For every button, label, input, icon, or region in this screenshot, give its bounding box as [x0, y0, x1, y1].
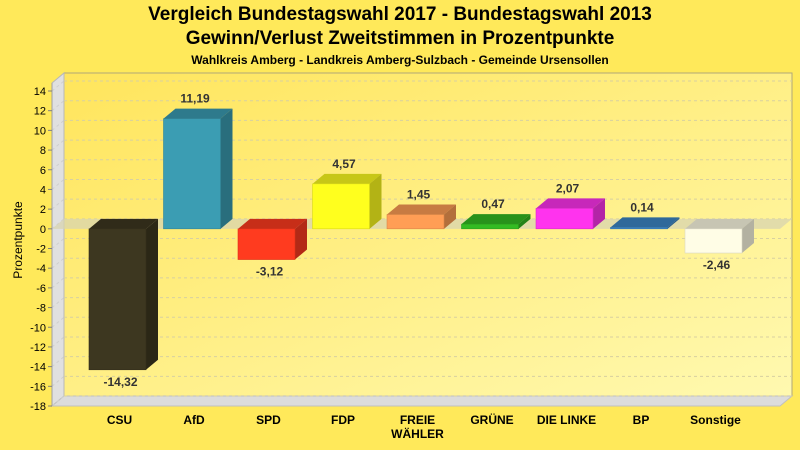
y-tick-label: -8: [36, 303, 46, 315]
bar-top: [387, 204, 456, 215]
gridline-side: [51, 356, 65, 368]
bar-side: [742, 218, 754, 254]
data-label: 2,07: [556, 181, 580, 195]
gridline-side: [51, 119, 65, 131]
bar-side: [444, 204, 456, 229]
category-label: GRÜNE: [470, 412, 513, 427]
bar-top: [610, 217, 680, 228]
bar-front: [88, 228, 147, 371]
gridline-side: [51, 277, 65, 289]
y-tick-label: -2: [36, 244, 46, 256]
y-tick-label: -6: [36, 283, 46, 295]
category-label: AfD: [183, 413, 205, 427]
category-label: Sonstige: [690, 413, 741, 427]
bar: [535, 198, 605, 230]
bar-top: [163, 108, 233, 119]
gridline-side: [51, 80, 65, 92]
y-tick-label: -16: [30, 381, 46, 393]
gridlines: [51, 80, 792, 407]
y-axis: -18 -16 -14 -12 -10 -8 -6 -4 -2 0 2 4 6 8 10 12 14: [30, 83, 53, 413]
y-tick-label: 4: [40, 184, 46, 196]
y-tick-label: 14: [34, 86, 46, 98]
gridline-side: [51, 179, 65, 190]
chart-title: Vergleich Bundestagswahl 2017 - Bundesta…: [148, 4, 652, 25]
bar: [312, 173, 382, 230]
category-label: FDP: [331, 413, 355, 427]
bar-front: [163, 118, 221, 230]
bars: [88, 108, 754, 371]
bar-top: [238, 218, 307, 229]
gridline-side: [51, 159, 65, 171]
bar-front: [237, 228, 296, 260]
y-tick-label: -4: [36, 263, 46, 275]
bar-top: [89, 218, 158, 229]
data-label: -2,46: [703, 258, 731, 272]
category-label: DIE LINKE: [537, 413, 596, 427]
gridline-side: [51, 336, 65, 348]
gridline-side: [51, 139, 65, 151]
y-tick-label: 8: [40, 145, 46, 157]
bar-top: [536, 198, 605, 209]
bar-top: [312, 173, 382, 184]
bar-side: [667, 217, 680, 229]
data-label: 11,19: [180, 92, 210, 106]
bar-front: [312, 183, 370, 230]
bar-top: [461, 214, 531, 225]
y-axis-title: Prozentpunkte: [11, 201, 25, 279]
bar: [684, 218, 754, 254]
category-label: WÄHLER: [391, 426, 444, 441]
bar-front: [386, 214, 445, 230]
y-tick-label: 6: [40, 165, 46, 177]
floor: [50, 395, 794, 407]
bar: [163, 108, 233, 230]
bar-side: [146, 218, 158, 370]
y-tick-label: 12: [34, 106, 46, 118]
data-label: 0,14: [630, 200, 654, 214]
gridline-side: [51, 198, 65, 210]
category-label: FREIE: [400, 413, 435, 427]
y-tick-label: -18: [30, 401, 46, 413]
y-tick-label: -14: [30, 362, 46, 374]
y-tick-label: -12: [30, 342, 46, 354]
labels: -14,32 CSU 11,19 AfD -3,12 SPD 4,57 FDP 1,45 FREI…: [103, 92, 741, 441]
category-label: CSU: [107, 413, 132, 427]
bar-front: [684, 228, 743, 254]
gridline-side: [51, 316, 65, 328]
y-tick-label: -10: [30, 322, 46, 334]
gridline-side: [51, 238, 65, 249]
bar: [237, 218, 307, 260]
bar-front: [610, 227, 668, 230]
y-tick-label: 2: [40, 204, 46, 216]
y-tick-label: 10: [34, 125, 46, 137]
category-label: SPD: [256, 413, 281, 427]
chart-subtitle-region: Wahlkreis Amberg - Landkreis Amberg-Sulz…: [191, 53, 609, 67]
bar-side: [369, 173, 382, 229]
bar: [610, 217, 680, 230]
gridline-side: [51, 395, 65, 407]
data-label: -3,12: [256, 265, 284, 279]
gridline-side: [51, 100, 65, 112]
bar: [461, 214, 531, 230]
bar-front: [535, 208, 594, 230]
bar: [88, 218, 158, 371]
plot-background: [50, 71, 794, 408]
data-label: 0,47: [481, 197, 505, 211]
gridline-side: [51, 257, 65, 269]
bar: [386, 204, 456, 230]
data-label: -14,32: [103, 375, 137, 389]
bar-side: [518, 214, 531, 229]
category-label: BP: [633, 413, 650, 427]
bar-top: [685, 218, 754, 229]
y-tick-label: 0: [40, 224, 46, 236]
bar-front: [461, 223, 519, 230]
gridline-side: [51, 297, 65, 308]
gridline-side: [51, 375, 65, 387]
data-label: 1,45: [407, 188, 431, 202]
data-label: 4,57: [332, 157, 356, 171]
chart-subtitle: Gewinn/Verlust Zweitstimmen in Prozentpu…: [185, 28, 615, 49]
bar-side: [593, 198, 605, 229]
bar-side: [295, 218, 307, 260]
bar-side: [220, 108, 233, 229]
